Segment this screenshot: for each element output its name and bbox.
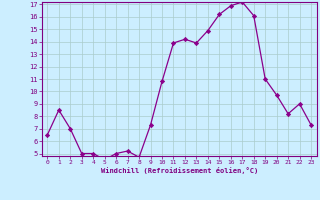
X-axis label: Windchill (Refroidissement éolien,°C): Windchill (Refroidissement éolien,°C) — [100, 167, 258, 174]
